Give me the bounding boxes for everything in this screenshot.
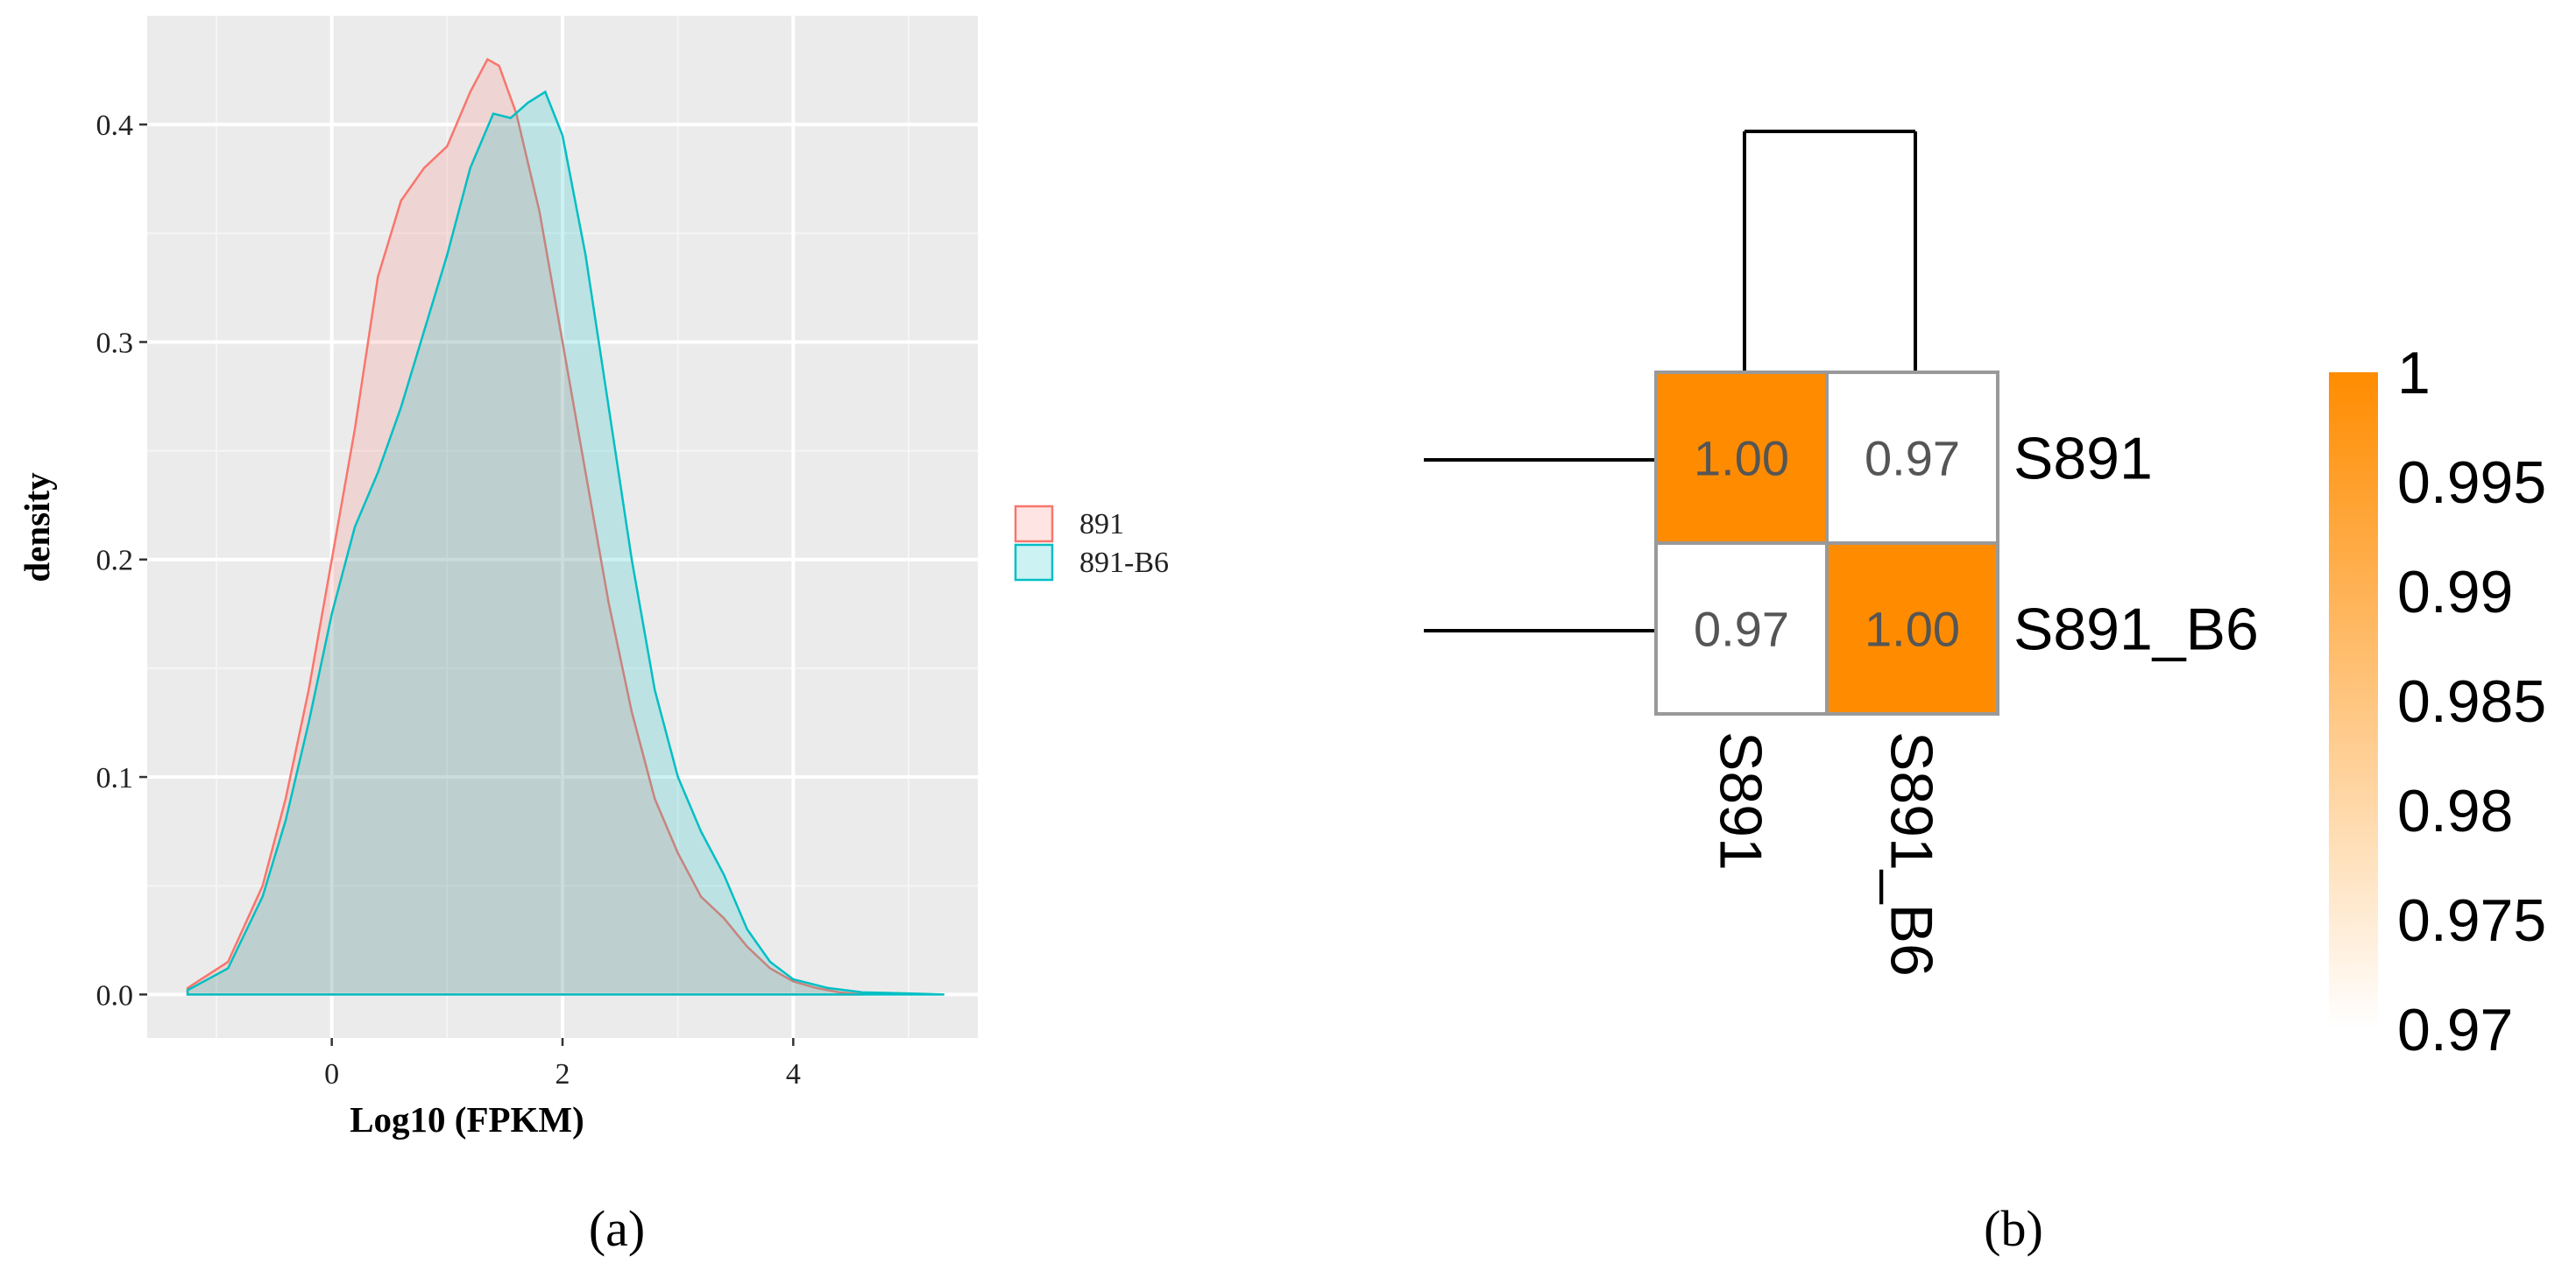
cell-value-label: 1.00 (1694, 431, 1789, 486)
y-tick-label: 0.0 (96, 979, 134, 1012)
colorbar-tick-label: 0.995 (2397, 449, 2546, 516)
cell-value-label: 0.97 (1865, 431, 1960, 486)
column-label: S891 (1708, 731, 1774, 871)
y-tick-label: 0.4 (96, 109, 134, 142)
panel-label-b: (b) (1984, 1200, 2043, 1257)
y-tick-label: 0.1 (96, 762, 134, 794)
colorbar-tick-label: 1 (2397, 340, 2431, 406)
legend-label: 891 (1079, 508, 1124, 540)
density-areas (186, 57, 945, 996)
y-axis-ticks: 0.0 0.1 0.2 0.3 0.4 (96, 109, 147, 1012)
legend-key-891-b6 (1014, 543, 1054, 582)
correlation-heatmap: 1.00 0.97 0.97 1.00 S891 S891_B6 S891 S891_B6… (1424, 130, 2546, 1257)
x-axis-title: Log10 (FPKM) (350, 1099, 584, 1140)
row-labels: S891 S891_B6 (2013, 426, 2259, 663)
colorbar-tick-label: 0.98 (2397, 778, 2513, 844)
heatmap-cells: 1.00 0.97 0.97 1.00 (1654, 371, 1999, 716)
panel-label-a: (a) (589, 1200, 645, 1257)
colorbar-tick-labels: 1 0.995 0.99 0.985 0.98 0.975 0.97 (2397, 340, 2546, 1063)
row-label: S891_B6 (2013, 597, 2259, 663)
legend: 891 891-B6 (1014, 505, 1169, 582)
column-dendrogram (1743, 130, 1917, 372)
density-area-891 (186, 57, 865, 996)
row-dendrogram (1424, 458, 1656, 632)
x-axis-ticks: 0 2 4 (324, 1038, 801, 1091)
y-axis-title: density (17, 472, 57, 583)
heatmap-cell (1825, 541, 1999, 716)
legend-key-891 (1014, 505, 1054, 543)
density-area-891-b6 (186, 90, 945, 996)
legend-label: 891-B6 (1079, 547, 1169, 579)
y-tick-label: 0.2 (96, 545, 134, 577)
x-tick-label: 4 (786, 1058, 801, 1091)
colorbar (2329, 372, 2378, 1029)
heatmap-cell (1825, 371, 1999, 545)
x-tick-label: 0 (324, 1058, 339, 1091)
cell-value-label: 1.00 (1865, 602, 1960, 657)
colorbar-tick-label: 0.985 (2397, 668, 2546, 735)
colorbar-tick-label: 0.99 (2397, 559, 2513, 625)
cell-value-label: 0.97 (1694, 602, 1789, 657)
y-tick-label: 0.3 (96, 327, 134, 359)
row-label: S891 (2013, 426, 2153, 492)
colorbar-tick-label: 0.97 (2397, 997, 2513, 1063)
density-chart: 0.0 0.1 0.2 0.3 0.4 0 2 4 Log10 (FPKM) density… (17, 16, 1169, 1257)
column-labels: S891 S891_B6 (1708, 731, 1945, 977)
colorbar-tick-label: 0.975 (2397, 887, 2546, 954)
column-label: S891_B6 (1879, 731, 1945, 977)
x-tick-label: 2 (556, 1058, 570, 1091)
